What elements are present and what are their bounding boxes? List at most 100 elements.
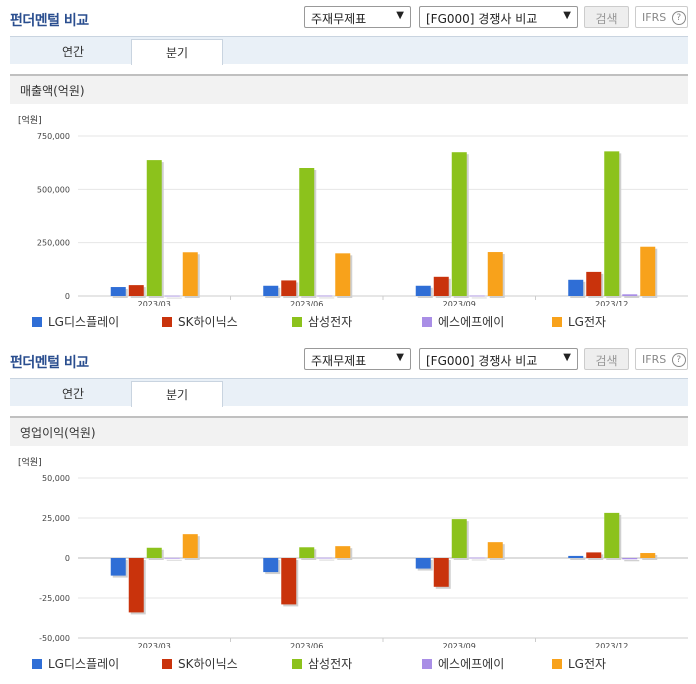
bar[interactable] [299, 547, 315, 558]
bar[interactable] [568, 555, 584, 558]
legend-label: 삼성전자 [308, 315, 353, 329]
bar[interactable] [263, 558, 279, 573]
competitor-select[interactable]: [FG000] 경쟁사 비교 ▼ [419, 348, 578, 370]
chevron-down-icon: ▼ [563, 10, 571, 21]
bar[interactable] [433, 558, 449, 587]
legend-item[interactable]: LG전자 [552, 655, 606, 672]
legend-item[interactable]: 에스에프에이 [422, 313, 504, 330]
statement-type-select[interactable]: 주재무제표 ▼ [304, 6, 411, 28]
chart-container: 매출액(억원) [억원] 0 250,000 500,000 750,000 2023/0… [10, 74, 688, 334]
legend-swatch [422, 317, 432, 327]
panel-title: 펀더멘털 비교 [10, 13, 89, 29]
bar[interactable] [604, 512, 620, 558]
bar[interactable] [586, 271, 602, 296]
bar[interactable] [640, 246, 656, 296]
legend-swatch [552, 659, 562, 669]
bar[interactable] [164, 295, 180, 297]
bar[interactable] [281, 280, 297, 296]
tab-annual[interactable]: 연간 [61, 387, 85, 401]
legend-label: LG전자 [568, 315, 607, 329]
ifrs-help-button[interactable]: IFRS ? [635, 348, 688, 370]
chart-container: 영업이익(억원) [억원] -50,000 -25,000 0 25,000 50,000… [10, 416, 688, 676]
x-tick-label: 2023/09 [443, 300, 476, 306]
search-button[interactable]: 검색 [584, 6, 629, 28]
bar[interactable] [487, 252, 503, 296]
bar[interactable] [128, 285, 144, 296]
competitor-select[interactable]: [FG000] 경쟁사 비교 ▼ [419, 6, 578, 28]
bar[interactable] [182, 252, 198, 296]
statement-type-select[interactable]: 주재무제표 ▼ [304, 348, 411, 370]
y-tick-label: 0 [65, 554, 70, 563]
bar[interactable] [433, 276, 449, 296]
chevron-down-icon: ▼ [396, 10, 404, 21]
bar[interactable] [640, 553, 656, 558]
bar[interactable] [568, 279, 584, 296]
legend-item[interactable]: 삼성전자 [292, 655, 352, 672]
ifrs-label: IFRS [642, 353, 667, 366]
period-tabs: 연간 분기 [10, 378, 688, 407]
legend-item[interactable]: SK하이닉스 [162, 655, 238, 672]
tab-annual[interactable]: 연간 [61, 45, 85, 59]
bar[interactable] [263, 285, 279, 296]
legend-item[interactable]: LG전자 [552, 313, 606, 330]
bar[interactable] [335, 546, 351, 558]
bar[interactable] [317, 557, 333, 559]
tab-quarterly[interactable]: 분기 [131, 381, 223, 407]
x-tick-label: 2023/12 [595, 642, 628, 648]
bar[interactable] [110, 287, 126, 296]
bar[interactable] [451, 519, 467, 558]
legend-swatch [162, 659, 172, 669]
y-tick-label: -25,000 [39, 594, 70, 603]
bar-shadow [624, 560, 640, 562]
bar[interactable] [469, 557, 485, 559]
chevron-down-icon: ▼ [563, 352, 571, 363]
bar[interactable] [622, 558, 638, 560]
bar-shadow [166, 297, 182, 299]
legend-label: 에스에프에이 [438, 657, 505, 671]
bar[interactable] [281, 558, 297, 605]
legend-item[interactable]: LG디스플레이 [32, 313, 119, 330]
panel-header: 펀더멘털 비교 주재무제표 ▼ [FG000] 경쟁사 비교 ▼ 검색 IFRS… [0, 342, 696, 378]
chevron-down-icon: ▼ [396, 352, 404, 363]
legend-item[interactable]: 삼성전자 [292, 313, 352, 330]
bar[interactable] [146, 547, 162, 558]
bar-shadow [319, 559, 335, 561]
y-tick-label: 250,000 [37, 239, 70, 248]
bar[interactable] [164, 557, 180, 559]
bar[interactable] [110, 558, 126, 576]
legend-swatch [32, 317, 42, 327]
bar[interactable] [128, 558, 144, 613]
x-tick-label: 2023/03 [138, 300, 171, 306]
period-tabs: 연간 분기 [10, 36, 688, 65]
x-tick-label: 2023/09 [443, 642, 476, 648]
bar[interactable] [146, 160, 162, 296]
y-tick-label: 50,000 [42, 474, 70, 483]
help-icon: ? [671, 11, 686, 25]
bar[interactable] [299, 168, 315, 296]
bar[interactable] [415, 285, 431, 296]
revenue-bar-chart: [억원] 0 250,000 500,000 750,000 2023/03 2023/06… [18, 114, 688, 306]
bar[interactable] [586, 552, 602, 558]
bar[interactable] [604, 151, 620, 296]
legend-item[interactable]: LG디스플레이 [32, 655, 119, 672]
bar[interactable] [415, 558, 431, 569]
bar[interactable] [622, 294, 638, 296]
bar[interactable] [451, 152, 467, 296]
search-button[interactable]: 검색 [584, 348, 629, 370]
bar[interactable] [335, 253, 351, 296]
bar[interactable] [182, 534, 198, 558]
help-icon: ? [671, 353, 686, 367]
legend-item[interactable]: 에스에프에이 [422, 655, 504, 672]
legend-label: 삼성전자 [308, 657, 353, 671]
panel-header: 펀더멘털 비교 주재무제표 ▼ [FG000] 경쟁사 비교 ▼ 검색 IFRS… [0, 0, 696, 36]
legend-swatch [32, 659, 42, 669]
y-tick-label: -50,000 [39, 634, 70, 643]
operating-profit-bar-chart: [억원] -50,000 -25,000 0 25,000 50,000 2023/03 20… [18, 456, 688, 648]
ifrs-help-button[interactable]: IFRS ? [635, 6, 688, 28]
legend-label: LG전자 [568, 657, 607, 671]
bar[interactable] [317, 295, 333, 297]
bar[interactable] [487, 542, 503, 558]
legend-item[interactable]: SK하이닉스 [162, 313, 238, 330]
tab-quarterly[interactable]: 분기 [131, 39, 223, 65]
bar[interactable] [469, 295, 485, 297]
